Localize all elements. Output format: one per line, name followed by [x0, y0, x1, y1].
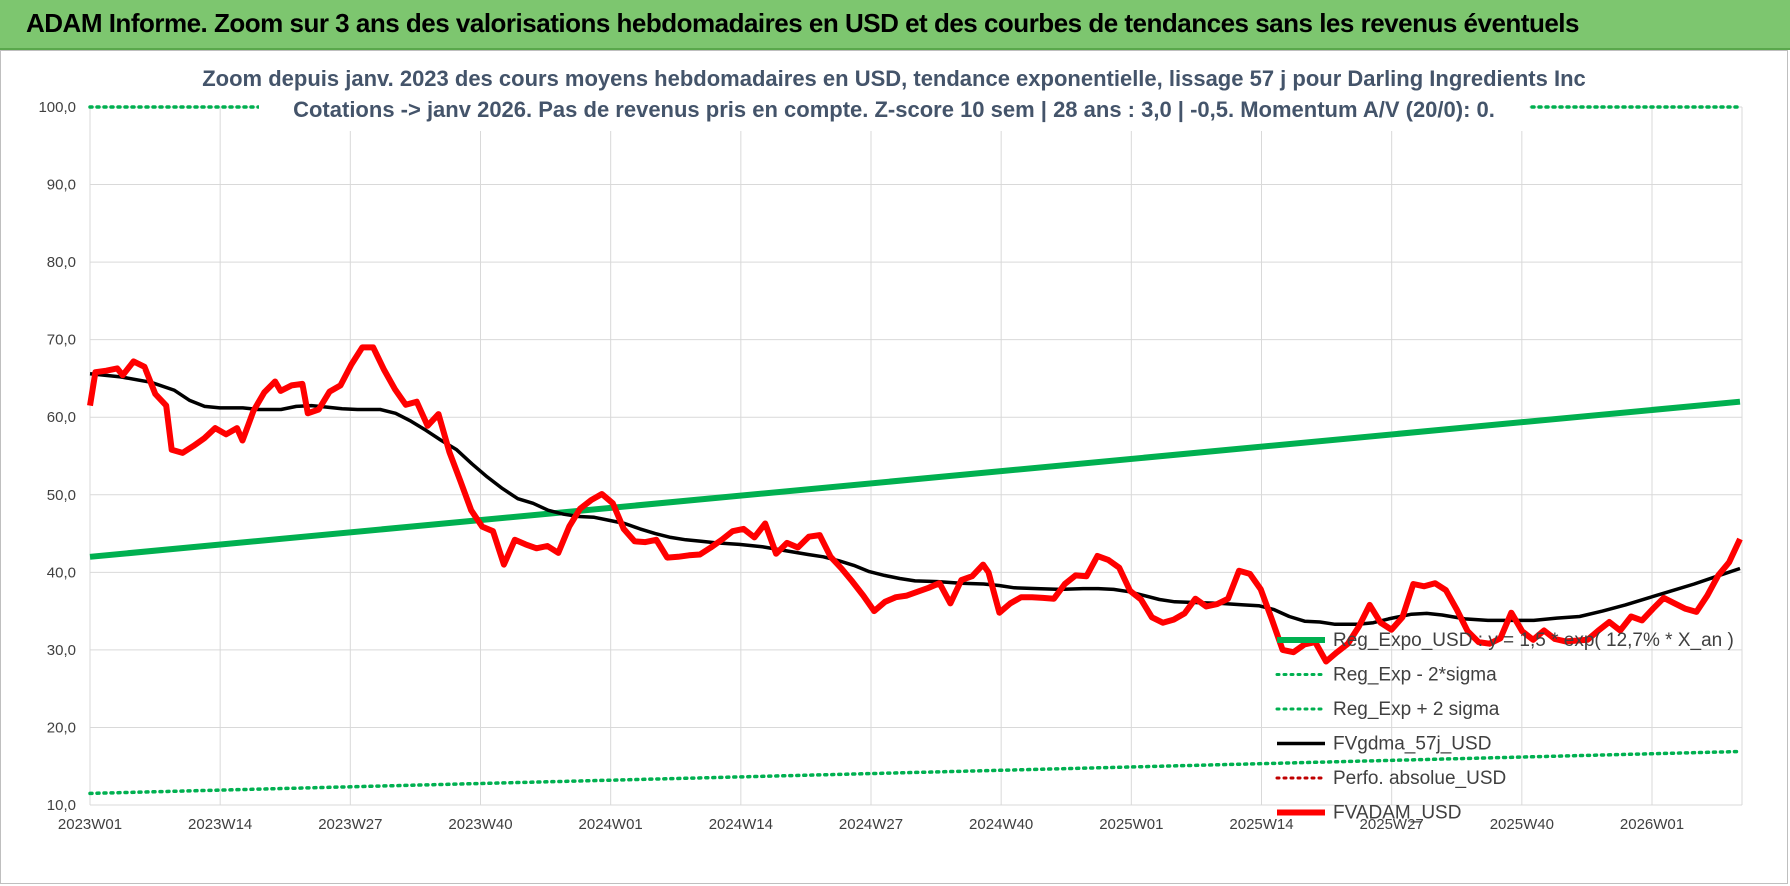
legend-label: Perfo. absolue_USD	[1333, 768, 1506, 789]
y-tick-label: 90,0	[47, 177, 76, 194]
report-title: ADAM Informe. Zoom sur 3 ans des valoris…	[26, 8, 1579, 38]
x-axis: 2023W01 2023W14 2023W27 2023W40 2024W01 2024W…	[58, 816, 1684, 833]
subtitle-background	[259, 59, 1529, 131]
x-tick-label: 2023W27	[318, 816, 382, 833]
x-tick-label: 2025W01	[1099, 816, 1163, 833]
series-line-3	[89, 372, 1741, 627]
x-tick-label: 2026W01	[1620, 816, 1684, 833]
legend-label: FVADAM_USD	[1333, 803, 1461, 824]
x-tick-label: 2024W01	[579, 816, 643, 833]
header-bar: ADAM Informe. Zoom sur 3 ans des valoris…	[0, 0, 1790, 50]
x-tick-label: 2023W01	[58, 816, 122, 833]
y-tick-label: 70,0	[47, 332, 76, 349]
x-tick-label: 2024W14	[709, 816, 773, 833]
series-line-0	[89, 398, 1741, 560]
series-line-5	[87, 344, 1743, 665]
chart-title: Zoom depuis janv. 2023 des cours moyens …	[202, 66, 1586, 91]
legend-label: FVgdma_57j_USD	[1333, 734, 1491, 755]
y-tick-label: 60,0	[47, 409, 76, 426]
x-tick-label: 2023W14	[188, 816, 252, 833]
y-axis: 100,0 90,0 80,0 70,0 60,0 50,0 40,0 30,0 20,0 10,…	[38, 99, 76, 814]
y-tick-label: 80,0	[47, 254, 76, 271]
y-tick-label: 50,0	[47, 487, 76, 504]
x-tick-label: 2025W27	[1360, 816, 1424, 833]
chart: 100,0 90,0 80,0 70,0 60,0 50,0 40,0 30,0 20,0 10,…	[38, 59, 1743, 833]
legend-label: Reg_Exp - 2*sigma	[1333, 665, 1497, 686]
chart-frame: 100,0 90,0 80,0 70,0 60,0 50,0 40,0 30,0 20,0 10,…	[0, 50, 1788, 884]
x-tick-label: 2023W40	[448, 816, 512, 833]
legend-label: Reg_Exp + 2 sigma	[1333, 699, 1500, 720]
legend: Reg_Expo_USD : y = 1,5 * exp( 12,7% * X_…	[1275, 630, 1734, 824]
grid	[89, 106, 1743, 806]
legend-label: Reg_Expo_USD : y = 1,5 * exp( 12,7% * X_…	[1333, 630, 1734, 651]
y-tick-label: 40,0	[47, 564, 76, 581]
y-tick-label: 10,0	[47, 797, 76, 814]
y-tick-label: 30,0	[47, 642, 76, 659]
x-tick-label: 2024W27	[839, 816, 903, 833]
chart-subtitle: Cotations -> janv 2026. Pas de revenus p…	[293, 97, 1495, 122]
y-tick-label: 100,0	[38, 99, 76, 116]
y-tick-label: 20,0	[47, 719, 76, 736]
series-line-1	[88, 749, 1742, 796]
x-tick-label: 2024W40	[969, 816, 1033, 833]
series-group	[87, 105, 1743, 796]
x-tick-label: 2025W40	[1490, 816, 1554, 833]
x-tick-label: 2025W14	[1229, 816, 1293, 833]
